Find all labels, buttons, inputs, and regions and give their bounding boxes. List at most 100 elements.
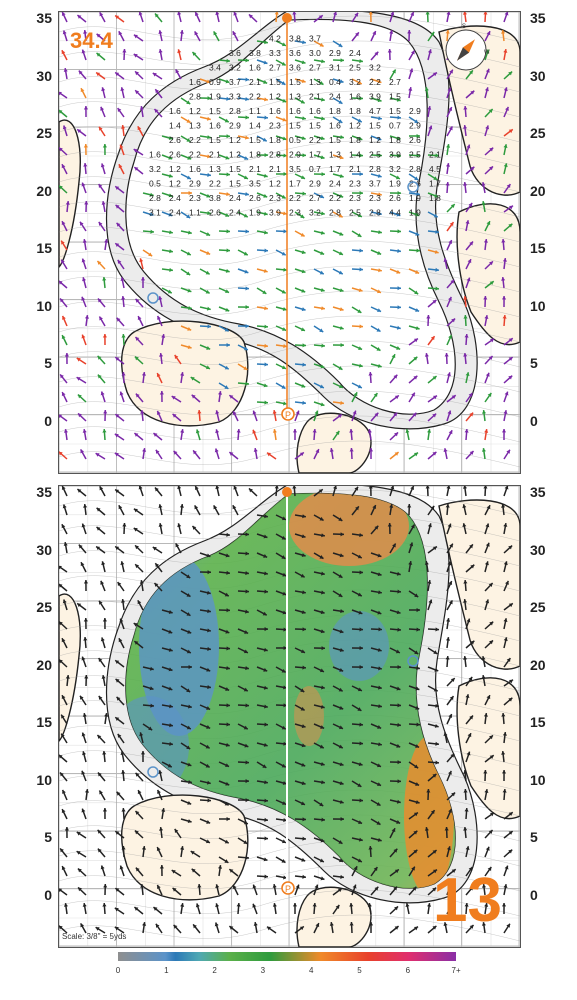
slope-value: 3.9: [269, 208, 281, 218]
slope-value: 2.9: [289, 150, 301, 160]
slope-value: 2.3: [369, 193, 381, 203]
y-axis-tick: 15: [36, 240, 52, 256]
compass-icon[interactable]: S W: [445, 24, 490, 71]
slope-value: 1.7: [309, 150, 321, 160]
slope-value: 1.8: [349, 135, 361, 145]
distance-label: 34.4: [70, 28, 113, 53]
slope-value: 1.4: [349, 150, 361, 160]
slope-value: 2.2: [189, 135, 201, 145]
sprinkler-head-icon: [147, 181, 419, 304]
slope-value: 2.9: [189, 179, 201, 189]
slope-value: 2.1: [249, 164, 261, 174]
slope-value: 2.3: [269, 121, 281, 131]
slope-value: 2.8: [369, 208, 381, 218]
slope-value: 2.5: [369, 150, 381, 160]
slope-value: 2.6: [169, 150, 181, 160]
slope-value: 1.5: [209, 135, 221, 145]
slope-value: 1.6: [269, 106, 281, 116]
slope-value: 2.1: [349, 164, 361, 174]
slope-value: 3.1: [149, 208, 161, 218]
slope-value: 3.7: [229, 77, 241, 87]
slope-value: 1.6: [349, 92, 361, 102]
slope-value: 2.9: [329, 48, 341, 58]
slope-value: 1.7: [289, 179, 301, 189]
y-axis-tick: 30: [530, 541, 546, 558]
slope-value: 2.7: [309, 193, 321, 203]
slope-value: 1.6: [249, 63, 261, 73]
slope-value: 2.9: [409, 106, 421, 116]
y-axis-tick: 15: [530, 240, 546, 256]
slope-value: 2.3: [349, 193, 361, 203]
y-axis-tick: 35: [530, 10, 546, 26]
slope-value: 2.5: [409, 150, 421, 160]
slope-value: 1.9: [409, 208, 421, 218]
slope-value: 1.2: [189, 106, 201, 116]
legend-tick: 3: [260, 966, 266, 975]
slope-value: 4.5: [429, 164, 441, 174]
slope-value: 2.1: [429, 150, 441, 160]
slope-value: 1.5: [249, 135, 261, 145]
slope-value: 2.2: [369, 77, 381, 87]
y-axis-tick: 20: [530, 656, 546, 673]
legend-tick: 6: [405, 966, 411, 975]
putt-start-icon: P: [281, 407, 295, 421]
y-axis-tick: 5: [44, 355, 52, 371]
slope-value: 3.8: [209, 193, 221, 203]
slope-value: 3.2: [309, 208, 321, 218]
slope-value: 1.2: [169, 179, 181, 189]
slope-value: 3.6: [289, 63, 301, 73]
slope-value: 1.6: [149, 150, 161, 160]
slope-value: 2.1: [269, 164, 281, 174]
slope-value: 2.4: [229, 208, 241, 218]
legend-tick: 7+: [451, 966, 461, 975]
slope-value: 2.3: [289, 208, 301, 218]
slope-value: 1.2: [369, 135, 381, 145]
slope-value: 2.8: [409, 164, 421, 174]
slope-value: 3.5: [289, 164, 301, 174]
y-axis-tick: 30: [530, 67, 546, 84]
slope-value: 1.3: [209, 164, 221, 174]
slope-value: 1.8: [389, 135, 401, 145]
y-axis-tick: 20: [36, 656, 52, 673]
y-axis-tick: 10: [530, 297, 546, 314]
slope-value: 1.2: [349, 121, 361, 131]
slope-arrow-map: 4.2 3.8 3.7 3.6 3.8 3.3 3.6 3.0 2.9 2.4 3.4 3.2 1.6 2…: [58, 11, 521, 474]
y-axis-tick: 35: [36, 10, 52, 26]
y-axis-tick: 5: [530, 829, 538, 845]
putt-start-icon: P: [281, 881, 295, 895]
slope-value: 2.2: [209, 179, 221, 189]
slope-value: 3.8: [289, 34, 301, 44]
slope-value: 2.4: [229, 193, 241, 203]
slope-value: 1.5: [329, 135, 341, 145]
slope-value: 2.2: [329, 193, 341, 203]
slope-value: 2.6: [209, 208, 221, 218]
slope-value: 4.4: [389, 208, 401, 218]
slope-value: 2.3: [349, 179, 361, 189]
slope-value: 2.2: [249, 92, 261, 102]
slope-value: 1.5: [389, 92, 401, 102]
slope-value: 2.4: [329, 92, 341, 102]
y-axis-tick: 10: [36, 297, 52, 314]
y-axis-tick: 30: [36, 67, 52, 84]
slope-value: 1.9: [409, 193, 421, 203]
slope-value: 1.6: [189, 77, 201, 87]
slope-value: 2.2: [289, 193, 301, 203]
slope-value: 2.1: [209, 150, 221, 160]
sprinkler-head-icon: [147, 655, 419, 778]
slope-value: 3.0: [309, 48, 321, 58]
slope-value: 1.8: [269, 135, 281, 145]
slope-value: 1.6: [189, 164, 201, 174]
pin-marker-icon: [282, 487, 292, 497]
slope-value: 3.6: [229, 48, 241, 58]
slope-value: 2.2: [309, 135, 321, 145]
scale-label: Scale: 3/8" = 5yds: [62, 932, 127, 941]
slope-value: 3.2: [229, 63, 241, 73]
slope-value: 3.2: [149, 164, 161, 174]
y-axis-tick: 25: [36, 125, 52, 141]
slope-value: 2.5: [349, 208, 361, 218]
svg-text:W: W: [484, 50, 490, 56]
y-axis-tick: 10: [530, 771, 546, 788]
y-axis-tick: 5: [530, 355, 538, 371]
slope-value: 3.2: [389, 164, 401, 174]
slope-value: 3.5: [249, 179, 261, 189]
